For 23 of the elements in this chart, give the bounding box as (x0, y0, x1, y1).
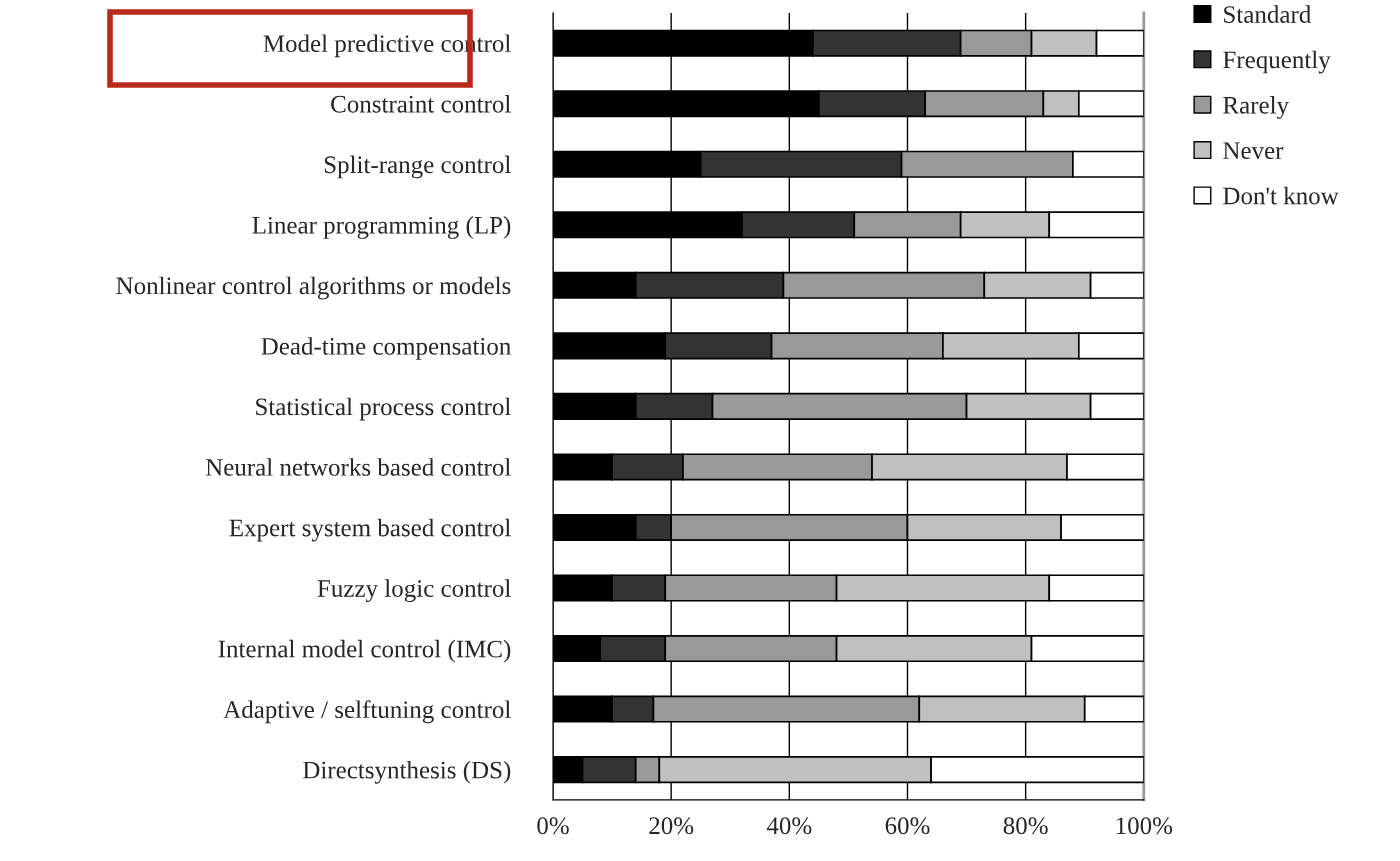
legend-label: Don't know (1223, 186, 1339, 205)
y-tick-label: Directsynthesis (DS) (303, 760, 511, 784)
y-tick-label: Adaptive / selftuning control (223, 700, 511, 724)
legend-label: Standard (1224, 5, 1311, 23)
y-tick-label: Dead-time compensation (261, 337, 511, 360)
y-tick-label: Nonlinear control algorithms or models (116, 276, 511, 300)
y-tick-label: Fuzzy logic control (317, 579, 511, 603)
x-tick-label: 80% (1003, 817, 1048, 835)
x-tick-label: 20% (649, 817, 694, 835)
y-tick-label: Constraint control (331, 95, 511, 113)
x-tick-label: 60% (885, 817, 930, 835)
legend-label: Rarely (1223, 96, 1289, 119)
x-tick-label: 100% (1116, 817, 1173, 835)
y-tick-label: Statistical process control (256, 397, 511, 421)
y-tick-label: Linear programming (LP) (252, 216, 511, 239)
y-tick-label: Neural networks based control (205, 458, 511, 476)
x-tick-label: 40% (766, 817, 812, 835)
y-tick-label: Split-range control (324, 155, 511, 179)
legend-label: Never (1223, 142, 1284, 160)
legend-label: Frequently (1223, 50, 1331, 74)
y-tick-label: Internal model control (IMC) (218, 639, 511, 663)
y-tick-label: Expert system based control (229, 518, 511, 542)
x-tick-label: 0% (537, 817, 569, 835)
